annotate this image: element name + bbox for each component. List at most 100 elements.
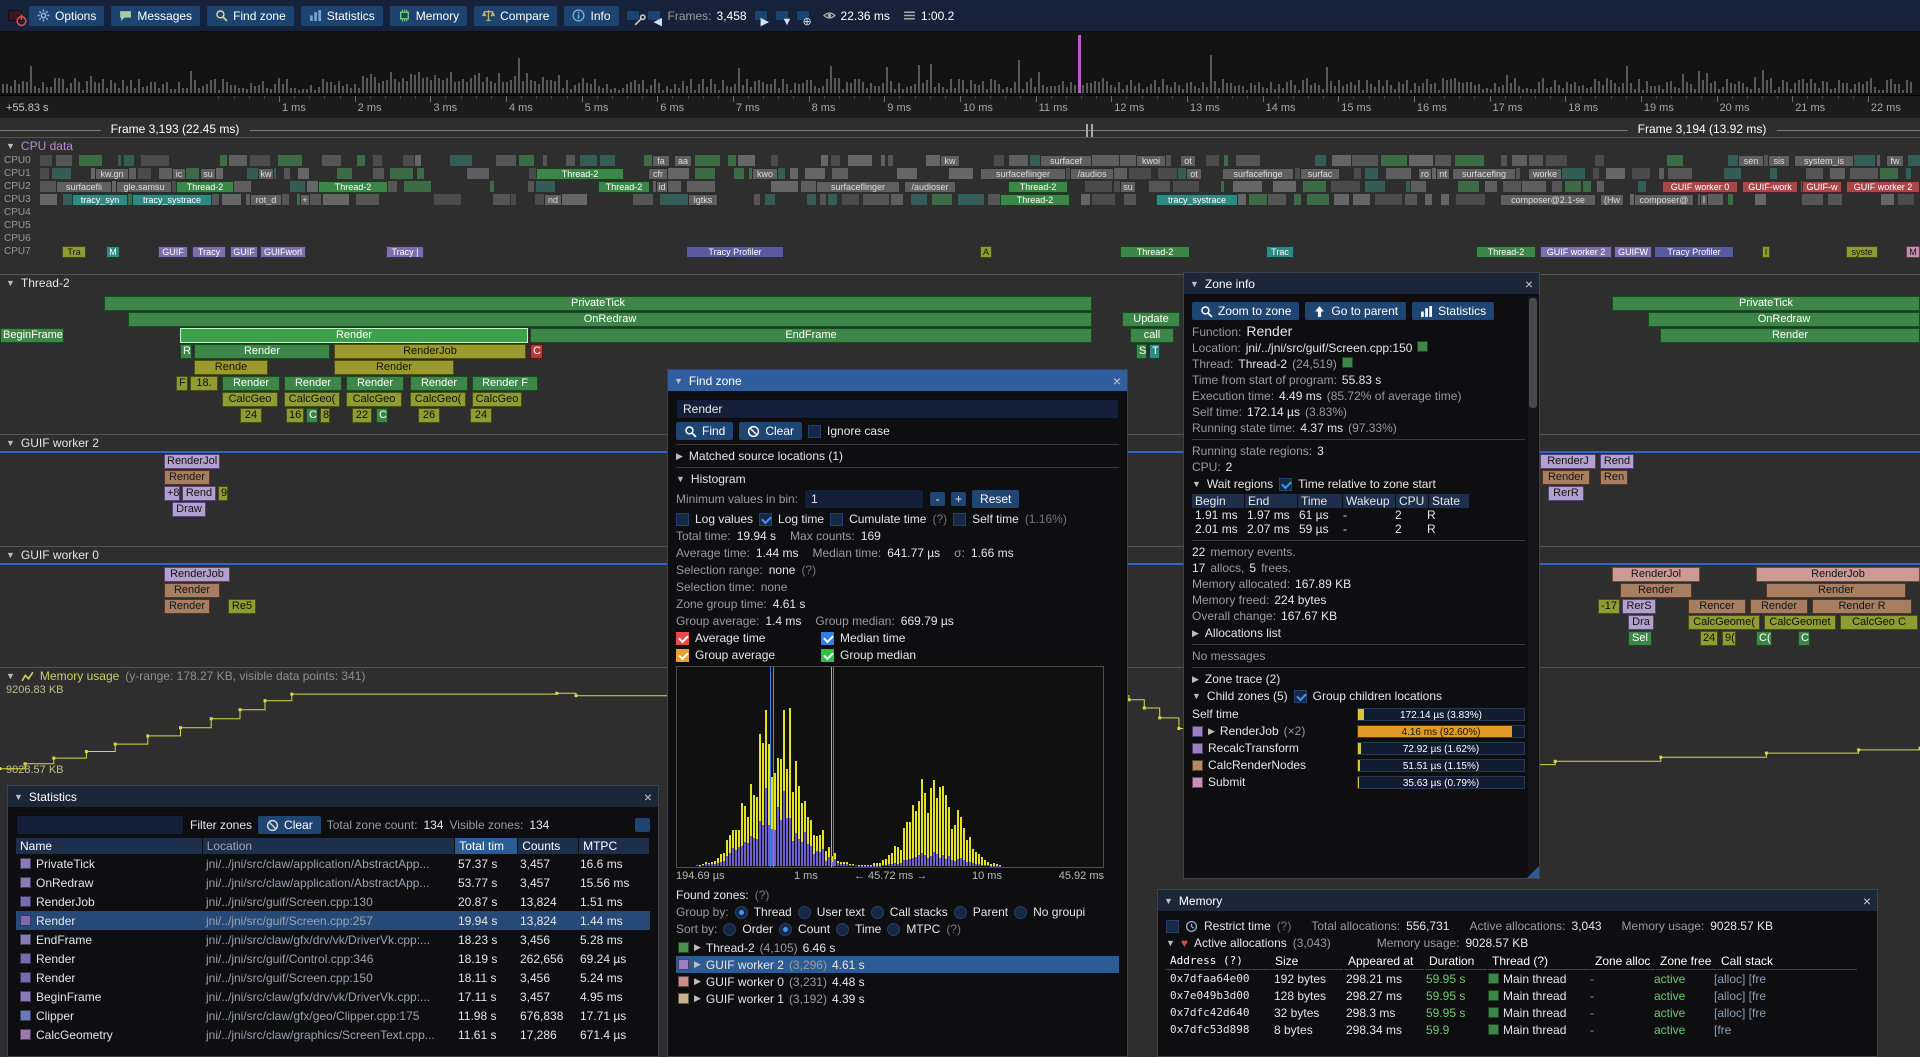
child-zone-row[interactable]: CalcRenderNodes 51.51 µs (1.15%)	[1192, 757, 1525, 773]
cpu-activity-bar[interactable]	[1545, 155, 1567, 166]
frame-bar[interactable]	[874, 85, 876, 93]
frame-bar[interactable]	[158, 87, 160, 93]
frame-bar[interactable]	[678, 88, 680, 93]
frame-bar[interactable]	[74, 78, 76, 93]
frame-bar[interactable]	[746, 78, 748, 93]
cpu-activity-bar[interactable]	[1631, 168, 1650, 179]
clear-button[interactable]: Clear	[739, 422, 803, 440]
frame-bar[interactable]	[538, 83, 540, 93]
cpu-activity-bar[interactable]	[600, 155, 616, 166]
memory-button[interactable]: Memory	[389, 5, 468, 26]
go-to-parent-button[interactable]: Go to parent	[1305, 302, 1407, 320]
cpu-activity-bar[interactable]	[1593, 168, 1600, 179]
frame-bar[interactable]	[1142, 89, 1144, 93]
frame-bar[interactable]	[186, 88, 188, 93]
statistics-button[interactable]: Statistics	[300, 5, 383, 26]
legend-checkbox-group-median[interactable]	[821, 648, 834, 662]
frame-bar[interactable]	[1058, 85, 1060, 93]
frame-bar[interactable]	[390, 72, 392, 93]
timeline-zone[interactable]: EndFrame	[530, 328, 1092, 343]
min-bin-input[interactable]	[804, 489, 925, 509]
timeline-zone[interactable]: +8	[164, 486, 180, 501]
frame-bar[interactable]	[1714, 80, 1716, 93]
cpu-activity-bar[interactable]	[1484, 181, 1497, 192]
frame-bar[interactable]	[1778, 87, 1780, 93]
frame-bar[interactable]	[990, 79, 992, 93]
frame-bar[interactable]	[1458, 82, 1460, 93]
cpu-activity-bar[interactable]	[580, 155, 597, 166]
active-allocations-section-row[interactable]: ▼ ♥ Active allocations (3,043) Memory us…	[1166, 936, 1869, 950]
frame-bar[interactable]	[478, 72, 480, 93]
cpu-zone[interactable]: Tra	[62, 246, 86, 258]
cpu-activity-bar[interactable]	[415, 155, 421, 166]
cpu-activity-bar[interactable]	[820, 155, 828, 166]
frame-bar[interactable]	[210, 79, 212, 93]
frame-bar[interactable]	[1178, 84, 1180, 93]
option-checkbox-cumulate-time[interactable]	[830, 512, 844, 526]
cpu-zone[interactable]: composer@	[1634, 194, 1694, 206]
cpu-activity-bar[interactable]	[804, 168, 826, 179]
location-value[interactable]: jni/../jni/src/guif/Screen.cpp:150	[1245, 341, 1413, 355]
frame-bar[interactable]	[726, 85, 728, 93]
cpu-activity-bar[interactable]	[1315, 155, 1326, 166]
frame-bar[interactable]	[1418, 85, 1420, 93]
frame-bar[interactable]	[262, 80, 264, 93]
frame-bar[interactable]	[402, 77, 404, 93]
frame-bar[interactable]	[1198, 87, 1200, 93]
cpu-activity-bar[interactable]	[1908, 155, 1920, 166]
cpu-activity-bar[interactable]	[910, 194, 928, 205]
cpu-activity-bar[interactable]	[926, 155, 950, 166]
timeline-zone[interactable]: Render F	[472, 376, 538, 391]
cpu-zone[interactable]: lgtks	[688, 194, 718, 206]
frame-bar[interactable]	[294, 88, 296, 93]
child-zones-row[interactable]: ▼ Child zones (5) Group children locatio…	[1192, 689, 1525, 703]
cpu-zone[interactable]: /audios	[1070, 168, 1114, 180]
cpu-activity-bar[interactable]	[738, 155, 756, 166]
frame-bar[interactable]	[602, 88, 604, 93]
zone-trace-row[interactable]: ▶ Zone trace (2)	[1192, 672, 1525, 686]
frame-bar[interactable]	[1442, 78, 1444, 93]
stats-table-row[interactable]: EndFrame jni/../jni/src/claw/gfx/drv/vk/D…	[16, 930, 650, 949]
cpu-activity-bar[interactable]	[1757, 155, 1778, 166]
frame-bar[interactable]	[762, 82, 764, 93]
group-children-checkbox[interactable]	[1293, 689, 1307, 703]
frame-bar[interactable]	[806, 80, 808, 93]
frame-bar[interactable]	[1534, 88, 1536, 93]
cpu-activity-bar[interactable]	[1409, 155, 1433, 166]
cpu-activity-bar[interactable]	[542, 155, 548, 166]
frame-bar[interactable]	[1206, 87, 1208, 93]
cpu-activity-bar[interactable]	[1849, 168, 1879, 179]
frame-bar[interactable]	[1362, 89, 1364, 93]
frame-bar[interactable]	[1306, 78, 1308, 93]
stats-table-row[interactable]: Render jni/../jni/src/guif/Screen.cpp:257…	[16, 911, 650, 930]
frame-bar[interactable]	[1170, 87, 1172, 93]
frame-bar[interactable]	[1890, 78, 1892, 93]
frame-bar[interactable]	[1530, 88, 1532, 93]
frame-bar[interactable]	[246, 88, 248, 93]
cpu-activity-bar[interactable]	[219, 155, 228, 166]
frame-bar[interactable]	[926, 80, 928, 93]
frame-bar[interactable]	[1006, 87, 1008, 93]
frame-bar[interactable]	[410, 74, 412, 93]
filter-zones-input[interactable]	[16, 815, 184, 835]
stats-table-row[interactable]: OnRedraw jni/../jni/src/claw/application/…	[16, 873, 650, 892]
frame-bar[interactable]	[1754, 76, 1756, 93]
frame-bar[interactable]	[1018, 60, 1020, 93]
cpu-activity-bar[interactable]	[535, 194, 544, 205]
cpu-activity-bar[interactable]	[1129, 168, 1152, 179]
frame-bar[interactable]	[1086, 82, 1088, 93]
stats-table-row[interactable]: Clipper jni/../jni/src/claw/gfx/geo/Clipp…	[16, 1006, 650, 1025]
cpu-activity-bar[interactable]	[1564, 181, 1582, 192]
cpu-activity-bar[interactable]	[40, 194, 57, 205]
frame-bar[interactable]	[574, 85, 576, 93]
frame-bar[interactable]	[1290, 80, 1292, 93]
timeline-zone[interactable]: Rende	[194, 360, 268, 375]
timeline-zone[interactable]: 8	[320, 408, 330, 423]
stats-col-header-location[interactable]: Location	[202, 838, 455, 854]
cpu-zone[interactable]: kw.gn	[95, 168, 129, 180]
timeline-zone[interactable]: RerS	[1622, 599, 1656, 614]
frame-bar[interactable]	[1542, 78, 1544, 93]
timeline-zone[interactable]: Dra	[1628, 615, 1654, 630]
frame-bar[interactable]	[150, 81, 152, 93]
frame-bar[interactable]	[470, 77, 472, 93]
